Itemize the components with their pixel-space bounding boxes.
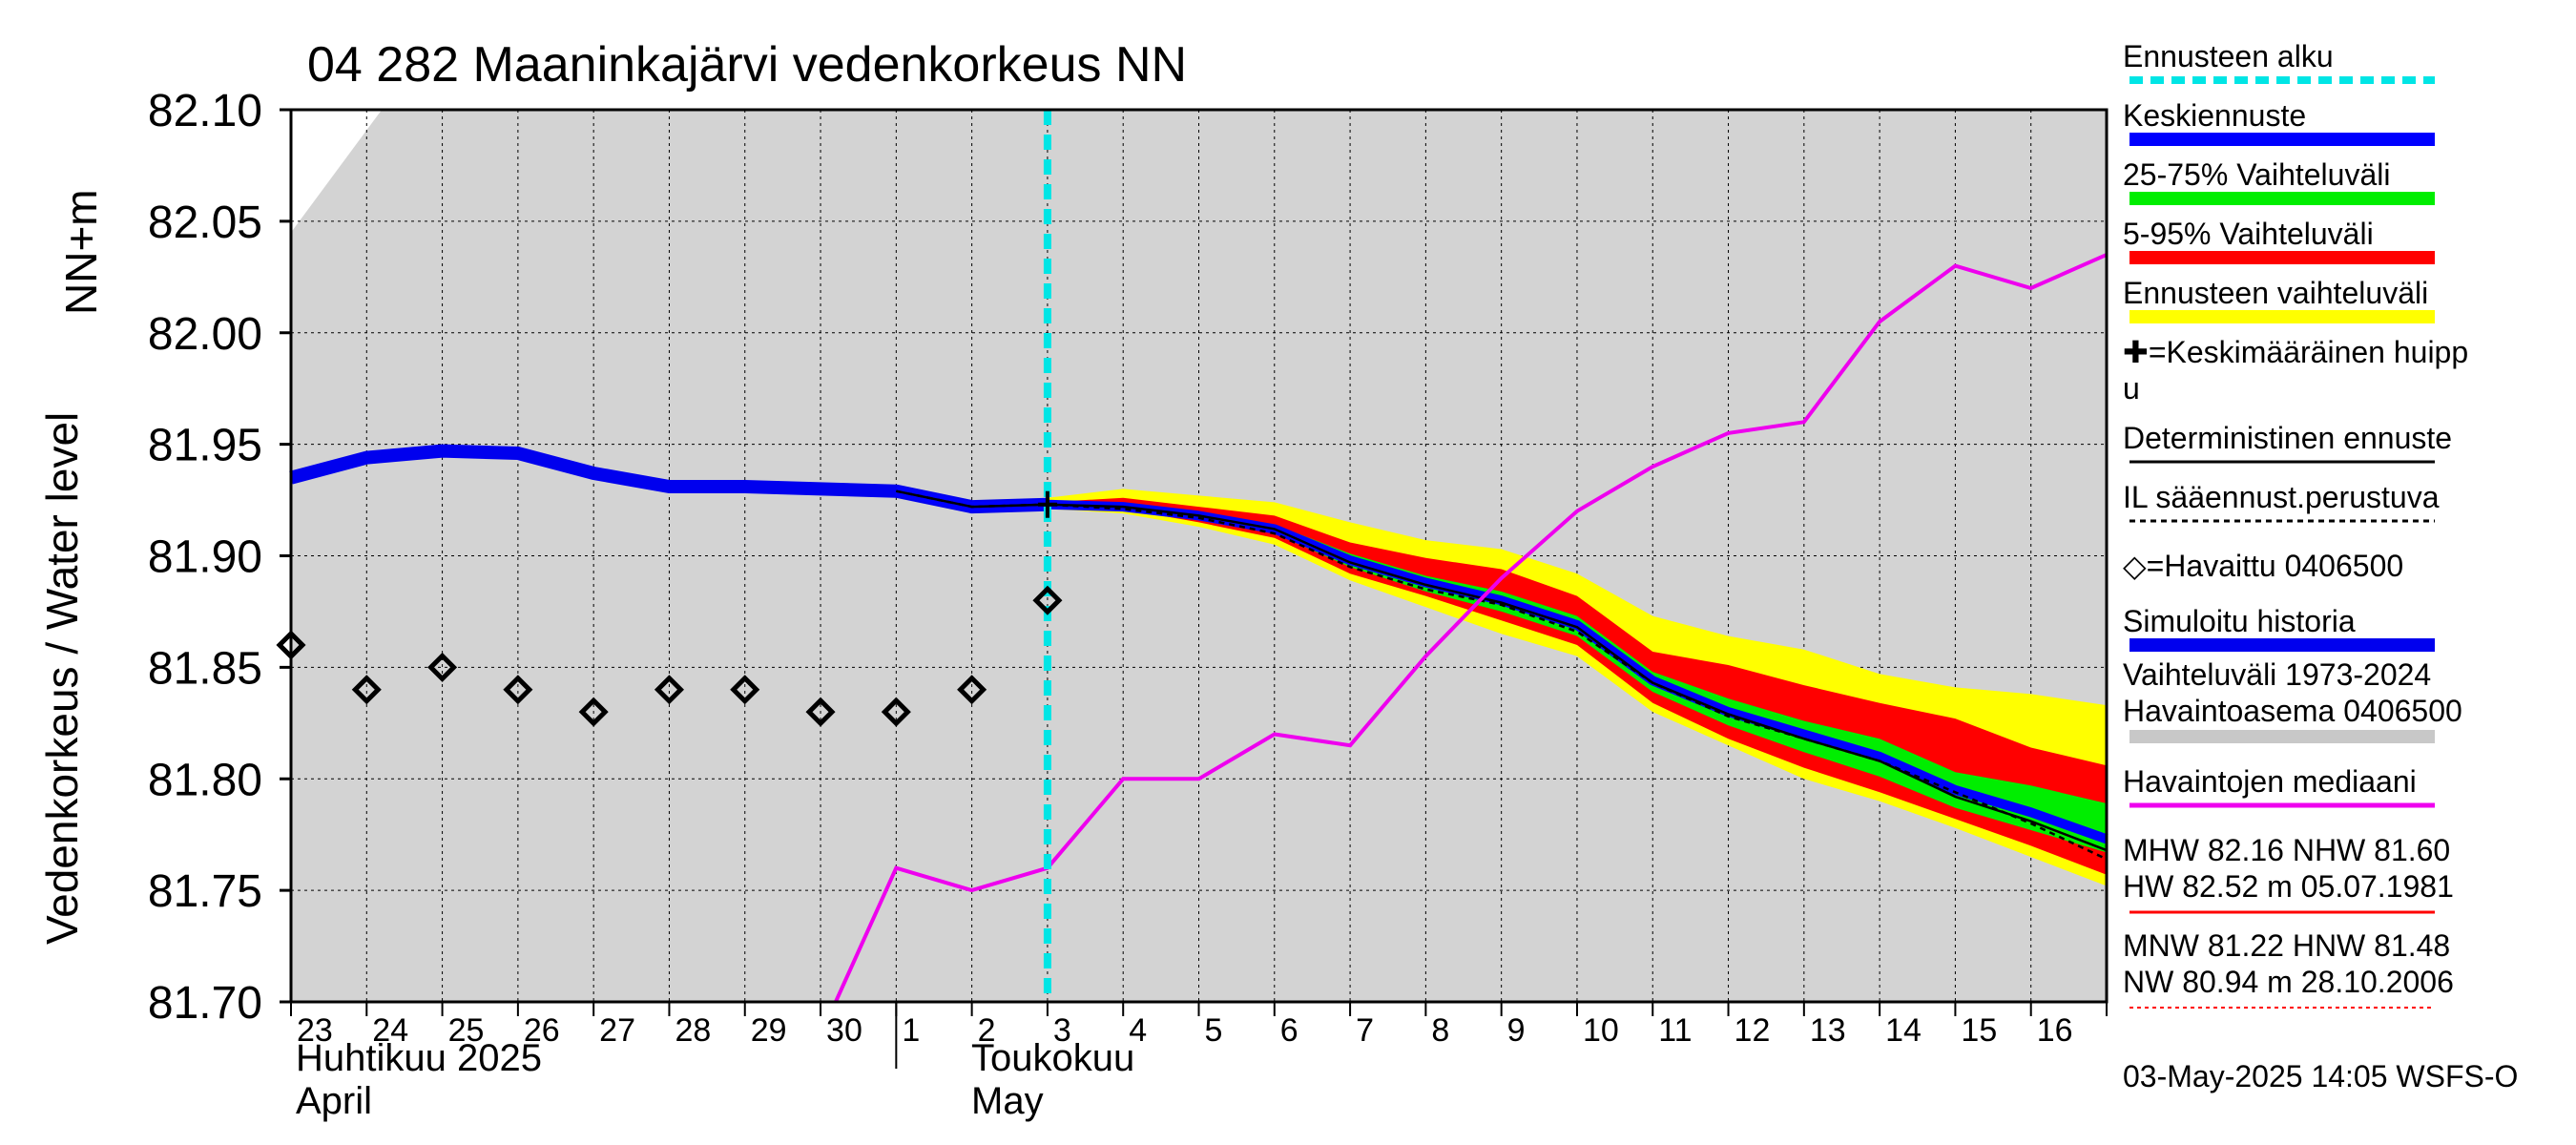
legend-label: Ennusteen vaihteluväli — [2123, 276, 2429, 310]
month-label-may-fi: Toukokuu — [971, 1037, 1135, 1079]
timestamp-footer: 03-May-2025 14:05 WSFS-O — [2123, 1059, 2519, 1093]
y-tick-label: 81.75 — [148, 866, 262, 917]
x-tick-label: 27 — [599, 1012, 635, 1049]
x-tick-label: 15 — [1961, 1012, 1997, 1049]
legend-item-median: Havaintojen mediaani — [2123, 763, 2571, 800]
legend-item-mean-forecast: Keskiennuste — [2123, 97, 2571, 134]
x-tick-label: 26 — [524, 1012, 560, 1049]
y-tick-label: 82.05 — [148, 198, 262, 248]
x-tick-label: 9 — [1507, 1012, 1526, 1049]
y-tick-label: 82.10 — [148, 86, 262, 136]
forecast-bands — [896, 489, 2107, 886]
x-tick-label: 23 — [297, 1012, 333, 1049]
legend-swatches — [2129, 76, 2435, 1009]
y-axis-label: Vedenkorkeus / Water level — [37, 411, 87, 945]
x-tick-label: 13 — [1810, 1012, 1846, 1049]
x-tick-label: 1 — [902, 1012, 920, 1049]
legend-item-simulated-history: Simuloitu historia — [2123, 603, 2571, 639]
axes — [280, 108, 2109, 1069]
legend-item-deterministic: Deterministinen ennuste — [2123, 420, 2571, 456]
x-tick-label: 24 — [372, 1012, 408, 1049]
legend-label: Deterministinen ennuste — [2123, 421, 2453, 455]
grid-lines — [291, 110, 2107, 1002]
observed-point — [730, 675, 760, 705]
legend-label: 5-95% Vaihteluväli — [2123, 217, 2374, 251]
x-tick-label: 30 — [826, 1012, 862, 1049]
observed-point — [805, 697, 836, 727]
legend-item-nw-line: MNW 81.22 HNW 81.48 NW 80.94 m 28.10.200… — [2123, 927, 2571, 1000]
legend-label: Simuloitu historia — [2123, 604, 2356, 638]
y-tick-label: 81.95 — [148, 421, 262, 471]
x-tick-label: 7 — [1356, 1012, 1374, 1049]
y-tick-label: 81.90 — [148, 532, 262, 583]
legend-item-forecast-range: Ennusteen vaihteluväli — [2123, 275, 2571, 311]
x-tick-label: 8 — [1431, 1012, 1449, 1049]
legend-label: 25-75% Vaihteluväli — [2123, 157, 2391, 192]
chart-title: 04 282 Maaninkajärvi vedenkorkeus NN — [307, 37, 1188, 93]
legend-item-il-forecast: IL sääennust.perustuva — [2123, 479, 2571, 515]
median-line — [834, 253, 2108, 1003]
x-tick-label: 10 — [1583, 1012, 1619, 1049]
observed-point — [578, 697, 609, 727]
legend-item-range-5-95: 5-95% Vaihteluväli — [2123, 216, 2571, 252]
legend-item-hw-line: MHW 82.16 NHW 81.60 HW 82.52 m 05.07.198… — [2123, 832, 2571, 905]
y-tick-labels: 81.70 81.75 81.80 81.85 81.90 81.95 82.00 82.05… — [148, 86, 262, 1029]
legend-label: Keskiennuste — [2123, 98, 2307, 133]
month-label-may-en: May — [971, 1080, 1044, 1122]
legend-item-forecast-start: Ennusteen alku — [2123, 38, 2571, 74]
x-tick-label: 11 — [1658, 1012, 1692, 1049]
x-tick-label: 12 — [1735, 1012, 1771, 1049]
forecast-range-band — [896, 489, 2107, 886]
legend-label: ✚=Keskimääräinen huipp u — [2123, 335, 2469, 406]
y-tick-label: 81.80 — [148, 755, 262, 805]
x-tick-label: 29 — [751, 1012, 787, 1049]
legend-item-observed: ◇=Havaittu 0406500 — [2123, 548, 2571, 584]
legend-label: IL sääennust.perustuva — [2123, 480, 2440, 514]
observed-point — [957, 675, 987, 705]
x-tick-labels: 23 24 25 26 27 28 29 30 1 2 3 4 5 6 7 8 9 10 11 12 13 14 15 16 — [297, 1012, 2073, 1049]
legend-label: Vaihteluväli 1973-2024 Havaintoasema 040… — [2123, 657, 2462, 728]
observed-point — [351, 675, 382, 705]
month-label-april-fi: Huhtikuu 2025 — [296, 1037, 542, 1079]
observed-point — [654, 675, 684, 705]
observed-point — [503, 675, 533, 705]
legend-item-mean-peak: ✚=Keskimääräinen huipp u — [2123, 334, 2571, 406]
il-forecast-line — [896, 489, 2108, 861]
month-label-april-en: April — [296, 1080, 373, 1122]
x-tick-label: 25 — [448, 1012, 485, 1049]
legend-item-range-25-75: 25-75% Vaihteluväli — [2123, 156, 2571, 193]
observed-point — [881, 697, 911, 727]
legend-label: MNW 81.22 HNW 81.48 NW 80.94 m 28.10.200… — [2123, 928, 2454, 999]
x-tick-label: 6 — [1280, 1012, 1298, 1049]
above-historical-range-area — [291, 110, 383, 233]
x-tick-label: 28 — [675, 1012, 711, 1049]
y-axis-unit: NN+m — [56, 189, 106, 315]
observed-point — [1032, 585, 1063, 615]
x-tick-label: 2 — [978, 1012, 996, 1049]
y-tick-label: 82.00 — [148, 309, 262, 360]
range-25-75-band — [896, 490, 2107, 853]
x-tick-label: 5 — [1205, 1012, 1223, 1049]
legend-label: Ennusteen alku — [2123, 39, 2334, 73]
y-tick-label: 81.85 — [148, 643, 262, 694]
legend-label: ◇=Havaittu 0406500 — [2123, 549, 2404, 583]
observed-markers — [276, 585, 1063, 727]
legend-item-historical-range: Vaihteluväli 1973-2024 Havaintoasema 040… — [2123, 656, 2571, 729]
legend-label: Havaintojen mediaani — [2123, 764, 2417, 799]
observed-point — [427, 652, 458, 682]
x-tick-label: 14 — [1885, 1012, 1922, 1049]
legend-label: MHW 82.16 NHW 81.60 HW 82.52 m 05.07.198… — [2123, 833, 2454, 904]
deterministic-forecast-line — [896, 489, 2108, 852]
x-tick-label: 3 — [1053, 1012, 1071, 1049]
y-tick-label: 81.70 — [148, 978, 262, 1029]
series-lines — [289, 110, 2109, 1003]
x-tick-label: 4 — [1129, 1012, 1147, 1049]
x-tick-label: 16 — [2037, 1012, 2073, 1049]
